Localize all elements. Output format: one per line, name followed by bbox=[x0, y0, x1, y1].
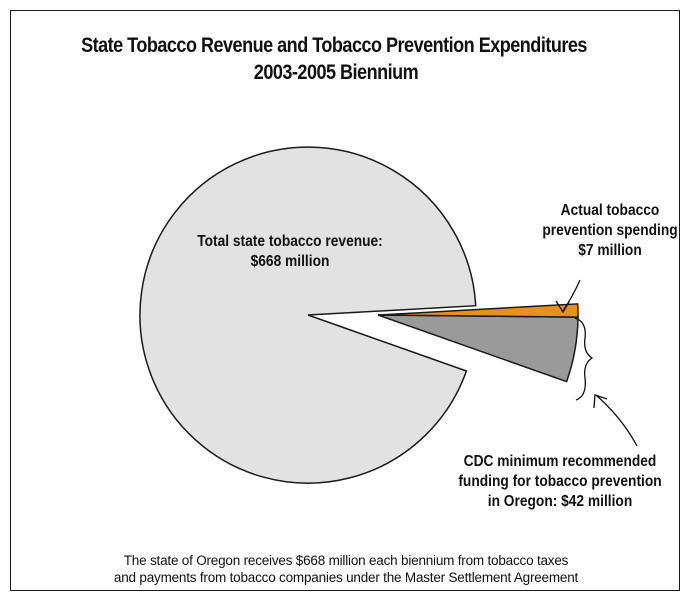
chart-frame bbox=[10, 10, 680, 591]
label-actual-spending-line-1: Actual tobacco bbox=[560, 202, 660, 219]
chart-caption-line-1: The state of Oregon receives $668 millio… bbox=[123, 553, 569, 568]
pie-slice-total-revenue bbox=[139, 146, 477, 484]
label-total-revenue: Total state tobacco revenue: $668 millio… bbox=[178, 232, 402, 272]
chart-caption-line-2: and payments from tobacco companies unde… bbox=[113, 570, 579, 585]
chart-title-line-2: 2003-2005 Biennium bbox=[253, 61, 419, 84]
label-cdc-recommended-line-2: funding for tobacco prevention bbox=[458, 473, 662, 490]
label-actual-spending-line-2: prevention spending bbox=[542, 222, 678, 239]
pie-slice-actual-spending bbox=[377, 303, 579, 318]
actual-spending-arrowhead bbox=[555, 300, 570, 314]
label-total-revenue-line-2: $668 million bbox=[250, 253, 330, 270]
label-actual-spending: Actual tobacco prevention spending $7 mi… bbox=[524, 201, 692, 261]
chart-caption: The state of Oregon receives $668 millio… bbox=[0, 552, 692, 586]
cdc-brace bbox=[574, 317, 594, 401]
label-cdc-recommended-line-3: in Oregon: $42 million bbox=[487, 493, 633, 510]
label-total-revenue-line-1: Total state tobacco revenue: bbox=[197, 233, 383, 250]
label-cdc-recommended: CDC minimum recommended funding for toba… bbox=[448, 452, 672, 512]
chart-title-line-1: State Tobacco Revenue and Tobacco Preven… bbox=[81, 34, 587, 57]
label-cdc-recommended-line-1: CDC minimum recommended bbox=[463, 453, 657, 470]
cdc-arrowhead bbox=[593, 394, 608, 409]
label-actual-spending-line-3: $7 million bbox=[578, 242, 642, 259]
cdc-arrow bbox=[595, 394, 638, 447]
